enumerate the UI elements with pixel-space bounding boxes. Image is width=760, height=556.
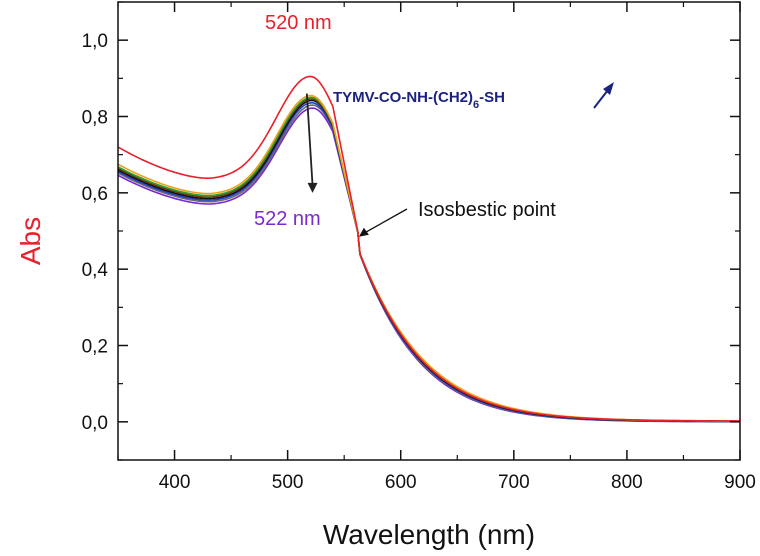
peak-start-label: 520 nm — [265, 12, 332, 34]
iso-arrow-shaft — [364, 208, 408, 234]
peak-shift-arrow — [305, 93, 318, 193]
y-tick-label: 0,4 — [82, 260, 109, 281]
plot-frame — [117, 1, 741, 461]
annotations: 520 nm 522 nm Isosbestic point TYMV-CO-N… — [254, 12, 614, 237]
y-tick-label: 0,2 — [82, 337, 108, 358]
iso-arrow-head — [358, 227, 369, 237]
peak-end-label: 522 nm — [254, 208, 321, 230]
isosbestic-arrow — [358, 208, 408, 237]
shift-arrow-head — [307, 182, 318, 193]
shift-arrow-shaft — [305, 93, 314, 185]
curve-spectrum-5 — [117, 99, 741, 423]
curve-spectrum-8 — [117, 107, 740, 423]
x-tick-label: 800 — [611, 472, 643, 493]
curve-spectrum-4 — [117, 98, 740, 423]
curve-spectrum-6 — [117, 101, 740, 423]
isosbestic-label: Isosbestic point — [418, 199, 556, 221]
axis-tick-labels: 400 500 600 700 800 900 0,0 0,2 0,4 0,6 0,8 1,0 — [82, 31, 756, 493]
axis-ticks — [117, 1, 741, 461]
x-tick-label: 500 — [272, 472, 304, 493]
y-tick-label: 1,0 — [82, 31, 108, 52]
ligand-label-suffix: -SH — [479, 89, 505, 106]
trend-arrow-shaft — [593, 89, 609, 109]
x-tick-label: 900 — [724, 472, 756, 493]
x-tick-label: 400 — [159, 472, 191, 493]
y-tick-label: 0,0 — [82, 413, 108, 434]
x-axis-title: Wavelength (nm) — [323, 519, 535, 550]
y-tick-label: 0,6 — [82, 184, 108, 205]
y-axis-title: Abs — [15, 217, 46, 265]
ligand-label-subscript: 6 — [473, 99, 479, 111]
trend-arrow-head — [603, 82, 614, 95]
x-tick-label: 600 — [385, 472, 417, 493]
ligand-label-main: TYMV-CO-NH-(CH2) — [333, 89, 473, 106]
curve-spectrum-1 — [117, 75, 740, 422]
curve-spectrum-7 — [117, 104, 740, 423]
increase-trend-arrow — [593, 82, 614, 109]
x-tick-label: 700 — [498, 472, 530, 493]
spectrum-curves — [117, 75, 741, 423]
ligand-label: TYMV-CO-NH-(CH2)6-SH — [333, 89, 505, 111]
y-tick-label: 0,8 — [82, 108, 108, 129]
